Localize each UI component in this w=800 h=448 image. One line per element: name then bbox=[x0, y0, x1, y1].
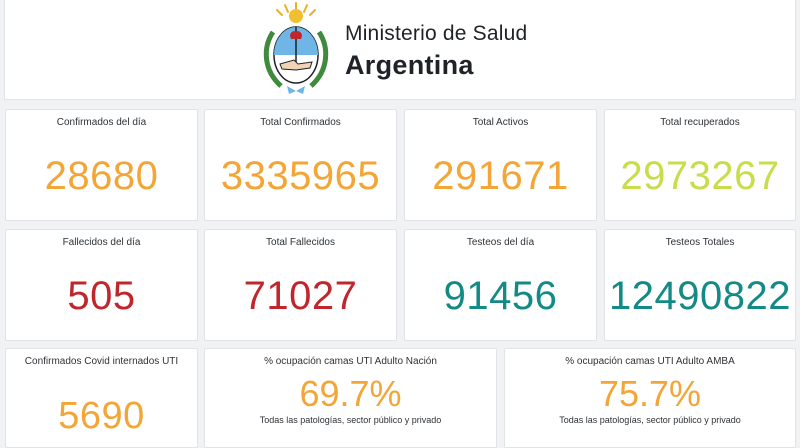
card-note: Todas las patologías, sector público y p… bbox=[259, 415, 442, 425]
argentina-coat-of-arms-icon bbox=[263, 2, 329, 94]
card-value: 2973267 bbox=[620, 154, 780, 198]
card-label: Total Confirmados bbox=[260, 117, 341, 128]
card-testeos-totales: Testeos Totales 12490822 bbox=[604, 229, 796, 341]
card-value: 71027 bbox=[243, 274, 358, 318]
card-ocupacion-amba: % ocupación camas UTI Adulto AMBA 75.7% … bbox=[504, 348, 796, 448]
card-label: Fallecidos del día bbox=[62, 237, 141, 248]
card-value: 75.7% bbox=[598, 373, 702, 414]
card-label: Confirmados Covid internados UTI bbox=[24, 356, 179, 367]
card-fallecidos-dia: Fallecidos del día 505 bbox=[5, 229, 198, 341]
card-value: 69.7% bbox=[299, 373, 402, 414]
card-label: Testeos del día bbox=[466, 237, 535, 248]
country-title: Argentina bbox=[345, 50, 474, 80]
card-label: Total recuperados bbox=[660, 117, 740, 128]
card-ocupacion-nacion: % ocupación camas UTI Adulto Nación 69.7… bbox=[204, 348, 497, 448]
card-value: 5690 bbox=[58, 395, 145, 437]
card-confirmados-dia: Confirmados del día 28680 bbox=[5, 109, 198, 221]
card-label: Confirmados del día bbox=[56, 117, 147, 128]
card-label: Total Fallecidos bbox=[266, 237, 335, 248]
card-value: 91456 bbox=[443, 274, 558, 318]
card-label: Testeos Totales bbox=[665, 237, 735, 248]
card-value: 3335965 bbox=[220, 154, 381, 198]
card-total-confirmados: Total Confirmados 3335965 bbox=[204, 109, 397, 221]
card-note: Todas las patologías, sector público y p… bbox=[559, 415, 741, 425]
card-value: 12490822 bbox=[609, 274, 791, 318]
card-total-fallecidos: Total Fallecidos 71027 bbox=[204, 229, 397, 341]
card-value: 505 bbox=[67, 274, 136, 318]
card-value: 28680 bbox=[44, 154, 159, 198]
header-banner: Ministerio de Salud Argentina bbox=[4, 0, 796, 100]
ministry-title: Ministerio de Salud bbox=[345, 22, 528, 45]
card-value: 291671 bbox=[432, 154, 569, 198]
card-testeos-dia: Testeos del día 91456 bbox=[404, 229, 597, 341]
card-label: % ocupación camas UTI Adulto Nación bbox=[264, 356, 437, 367]
card-label: Total Activos bbox=[472, 117, 529, 128]
card-total-recuperados: Total recuperados 2973267 bbox=[604, 109, 796, 221]
card-internados-uti: Confirmados Covid internados UTI 5690 bbox=[5, 348, 198, 448]
card-total-activos: Total Activos 291671 bbox=[404, 109, 597, 221]
card-label: % ocupación camas UTI Adulto AMBA bbox=[565, 356, 735, 367]
